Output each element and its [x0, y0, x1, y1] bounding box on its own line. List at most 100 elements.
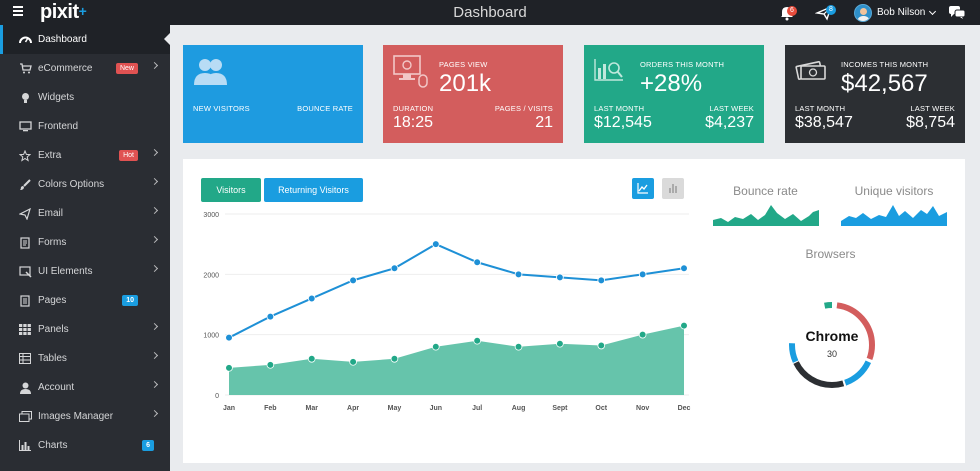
- last-week-value: $4,237: [705, 114, 754, 131]
- x-tick-label: Jan: [223, 405, 235, 412]
- app-logo[interactable]: pixit+: [40, 1, 87, 23]
- chevron-right-icon: [150, 61, 159, 70]
- y-tick-label: 2000: [203, 272, 219, 279]
- orders-card: ORDERS THIS MONTH +28% LAST MONTH $12,54…: [584, 45, 764, 143]
- last-month-value: $12,545: [594, 114, 652, 131]
- data-point-series-0: [349, 276, 357, 285]
- pageviews-card: PAGES VIEW 201k DURATION 18:25 PAGES / V…: [383, 45, 563, 143]
- notifications-badge: 6: [787, 6, 797, 16]
- sidebar-item-dashboard[interactable]: Dashboard: [0, 25, 170, 54]
- tab-returning-visitors[interactable]: Returning Visitors: [264, 178, 363, 202]
- sidebar-item-images-manager[interactable]: Images Manager: [0, 402, 170, 431]
- bar-chart-toggle[interactable]: [662, 178, 684, 199]
- sidebar-item-label: UI Elements: [38, 266, 93, 277]
- sidebar-item-pages[interactable]: Pages 10: [0, 286, 170, 315]
- data-point-series-1: [432, 342, 440, 351]
- data-point-series-1: [266, 361, 275, 369]
- area-series-1: [229, 325, 684, 395]
- pages-view-value: 201k: [439, 70, 492, 97]
- sidebar-item-email[interactable]: Email: [0, 199, 170, 228]
- browsers-title: Browsers: [805, 247, 856, 261]
- pages-visits-value: 21: [535, 114, 553, 131]
- monitor-icon: [18, 121, 32, 133]
- top-bar: pixit+ Dashboard 6 8 Bob Nilson: [0, 0, 980, 25]
- chevron-down-icon: [929, 7, 937, 15]
- user-menu[interactable]: Bob Nilson: [854, 3, 937, 22]
- ui-elements-icon: [18, 265, 32, 278]
- tab-visitors[interactable]: Visitors: [201, 178, 261, 202]
- line-chart-icon: [637, 183, 648, 194]
- sidebar-item-colors-options[interactable]: Colors Options: [0, 170, 170, 199]
- orders-value: +28%: [640, 70, 703, 97]
- data-point-series-0: [266, 312, 275, 321]
- x-tick-label: Dec: [678, 405, 691, 412]
- sidebar-item-extra[interactable]: Extra Hot: [0, 141, 170, 170]
- notifications-bell-icon[interactable]: 6: [778, 4, 797, 22]
- duration-value: 18:25: [393, 114, 434, 131]
- bar-chart-icon: [669, 184, 677, 193]
- form-icon: [18, 236, 32, 249]
- chevron-right-icon: [150, 380, 159, 389]
- sidebar-item-label: Tables: [38, 353, 67, 364]
- money-icon: [795, 61, 826, 80]
- browsers-donut-chart: Chrome 30: [789, 302, 875, 388]
- users-icon: [194, 59, 227, 85]
- data-point-series-1: [556, 339, 564, 348]
- donut-segment-red: [789, 302, 875, 388]
- x-tick-label: Mar: [306, 405, 319, 412]
- chevron-right-icon: [150, 235, 159, 244]
- donut-segment-dark: [789, 302, 875, 388]
- sidebar-item-label: Widgets: [38, 92, 75, 103]
- sidebar-item-label: Images Manager: [38, 411, 114, 422]
- chevron-right-icon: [150, 264, 159, 273]
- new-badge: New: [115, 63, 138, 74]
- donut-segment-green: [789, 302, 875, 388]
- chevron-right-icon: [150, 351, 159, 360]
- sidebar-item-forms[interactable]: Forms: [0, 228, 170, 257]
- data-point-series-0: [473, 258, 481, 267]
- user-icon: [18, 382, 32, 394]
- chevron-right-icon: [150, 148, 159, 157]
- chevron-right-icon: [150, 322, 159, 331]
- sidebar-item-tables[interactable]: Tables: [0, 344, 170, 373]
- sidebar-item-panels[interactable]: Panels: [0, 315, 170, 344]
- data-point-series-0: [390, 264, 399, 273]
- sidebar-item-charts[interactable]: Charts 6: [0, 431, 170, 460]
- sidebar-item-widgets[interactable]: Widgets: [0, 83, 170, 112]
- data-point-series-1: [390, 355, 399, 363]
- brush-icon: [18, 178, 32, 191]
- sidebar-item-account[interactable]: Account: [0, 373, 170, 402]
- messages-paper-plane-icon[interactable]: 8: [814, 4, 836, 22]
- y-tick-label: 1000: [203, 333, 219, 340]
- table-icon: [18, 353, 32, 365]
- sidebar-item-label: Colors Options: [38, 179, 105, 190]
- hamburger-menu-icon[interactable]: [13, 6, 23, 18]
- x-tick-label: Jul: [472, 405, 482, 412]
- y-tick-label: 0: [215, 393, 219, 400]
- chat-icon[interactable]: [948, 5, 966, 23]
- unique-visitors-sparkline: [841, 205, 947, 226]
- chevron-right-icon: [150, 409, 159, 418]
- data-point-series-1: [307, 355, 316, 363]
- visitors-line-chart: 3000 2000 1000 0 Jan Feb Mar Apr May Jun Jul Aug Sep…: [203, 212, 691, 412]
- bounce-rate-title: Bounce rate: [733, 184, 798, 198]
- sidebar-item-ecommerce[interactable]: eCommerce New: [0, 54, 170, 83]
- data-point-series-1: [638, 330, 647, 339]
- line-chart-toggle[interactable]: [632, 178, 654, 199]
- sidebar-item-label: Dashboard: [38, 34, 87, 45]
- last-month-label: LAST MONTH: [594, 104, 645, 113]
- x-tick-label: May: [388, 405, 402, 412]
- avatar: [854, 3, 872, 22]
- panels-icon: [18, 324, 32, 336]
- sidebar-item-frontend[interactable]: Frontend: [0, 112, 170, 141]
- sidebar-item-ui-elements[interactable]: UI Elements: [0, 257, 170, 286]
- data-point-series-0: [432, 240, 440, 248]
- computer-mouse-icon: [393, 55, 428, 88]
- data-point-series-1: [349, 358, 357, 366]
- pages-count-badge: 10: [122, 295, 138, 306]
- donut-value: 30: [827, 349, 837, 359]
- data-point-series-0: [514, 270, 523, 279]
- sidebar-item-label: Panels: [38, 324, 69, 335]
- data-point-series-0: [680, 264, 688, 273]
- pages-visits-label: PAGES / VISITS: [494, 104, 553, 113]
